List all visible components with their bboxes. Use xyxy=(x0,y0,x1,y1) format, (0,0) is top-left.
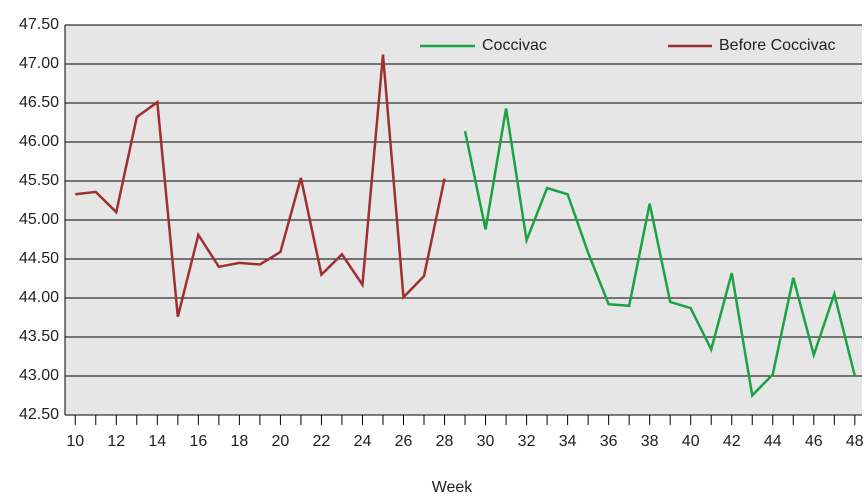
x-tick-label: 46 xyxy=(805,433,823,450)
x-tick-label: 30 xyxy=(477,433,495,450)
x-tick-label: 22 xyxy=(313,433,331,450)
x-tick-label: 48 xyxy=(846,433,864,450)
x-tick-label: 32 xyxy=(518,433,536,450)
x-tick-label: 28 xyxy=(436,433,454,450)
x-tick-label: 44 xyxy=(764,433,782,450)
y-tick-label: 45.00 xyxy=(19,211,59,228)
y-tick-label: 43.50 xyxy=(19,328,59,345)
legend-label: Before Coccivac xyxy=(719,37,836,54)
x-tick-label: 16 xyxy=(189,433,207,450)
y-tick-label: 47.00 xyxy=(19,55,59,72)
x-tick-label: 18 xyxy=(230,433,248,450)
x-tick-label: 26 xyxy=(395,433,413,450)
x-tick-label: 12 xyxy=(107,433,125,450)
x-tick-label: 24 xyxy=(354,433,372,450)
x-tick-label: 38 xyxy=(641,433,659,450)
x-tick-label: 34 xyxy=(559,433,577,450)
y-tick-label: 44.50 xyxy=(19,250,59,267)
x-axis-label: Week xyxy=(432,479,474,496)
x-tick-label: 42 xyxy=(723,433,741,450)
x-tick-label: 36 xyxy=(600,433,618,450)
x-tick-label: 40 xyxy=(682,433,700,450)
y-tick-label: 46.00 xyxy=(19,133,59,150)
y-tick-label: 42.50 xyxy=(19,406,59,423)
x-tick-label: 14 xyxy=(148,433,166,450)
y-tick-label: 43.00 xyxy=(19,367,59,384)
legend-label: Coccivac xyxy=(482,37,547,54)
series-line xyxy=(75,54,446,318)
y-tick-label: 45.50 xyxy=(19,172,59,189)
y-tick-label: 47.50 xyxy=(19,16,59,33)
y-tick-label: 46.50 xyxy=(19,94,59,111)
x-tick-label: 10 xyxy=(66,433,84,450)
series-line xyxy=(463,108,857,399)
x-tick-label: 20 xyxy=(272,433,290,450)
y-tick-label: 44.00 xyxy=(19,289,59,306)
